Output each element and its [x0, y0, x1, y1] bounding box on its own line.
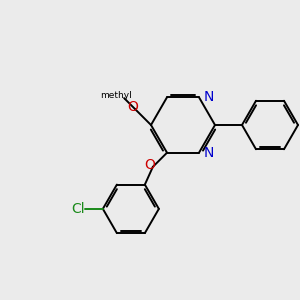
Text: N: N — [204, 90, 214, 104]
Text: O: O — [144, 158, 155, 172]
Text: N: N — [204, 146, 214, 160]
Text: O: O — [127, 100, 138, 114]
Text: methyl: methyl — [100, 91, 132, 100]
Text: Cl: Cl — [71, 202, 85, 216]
